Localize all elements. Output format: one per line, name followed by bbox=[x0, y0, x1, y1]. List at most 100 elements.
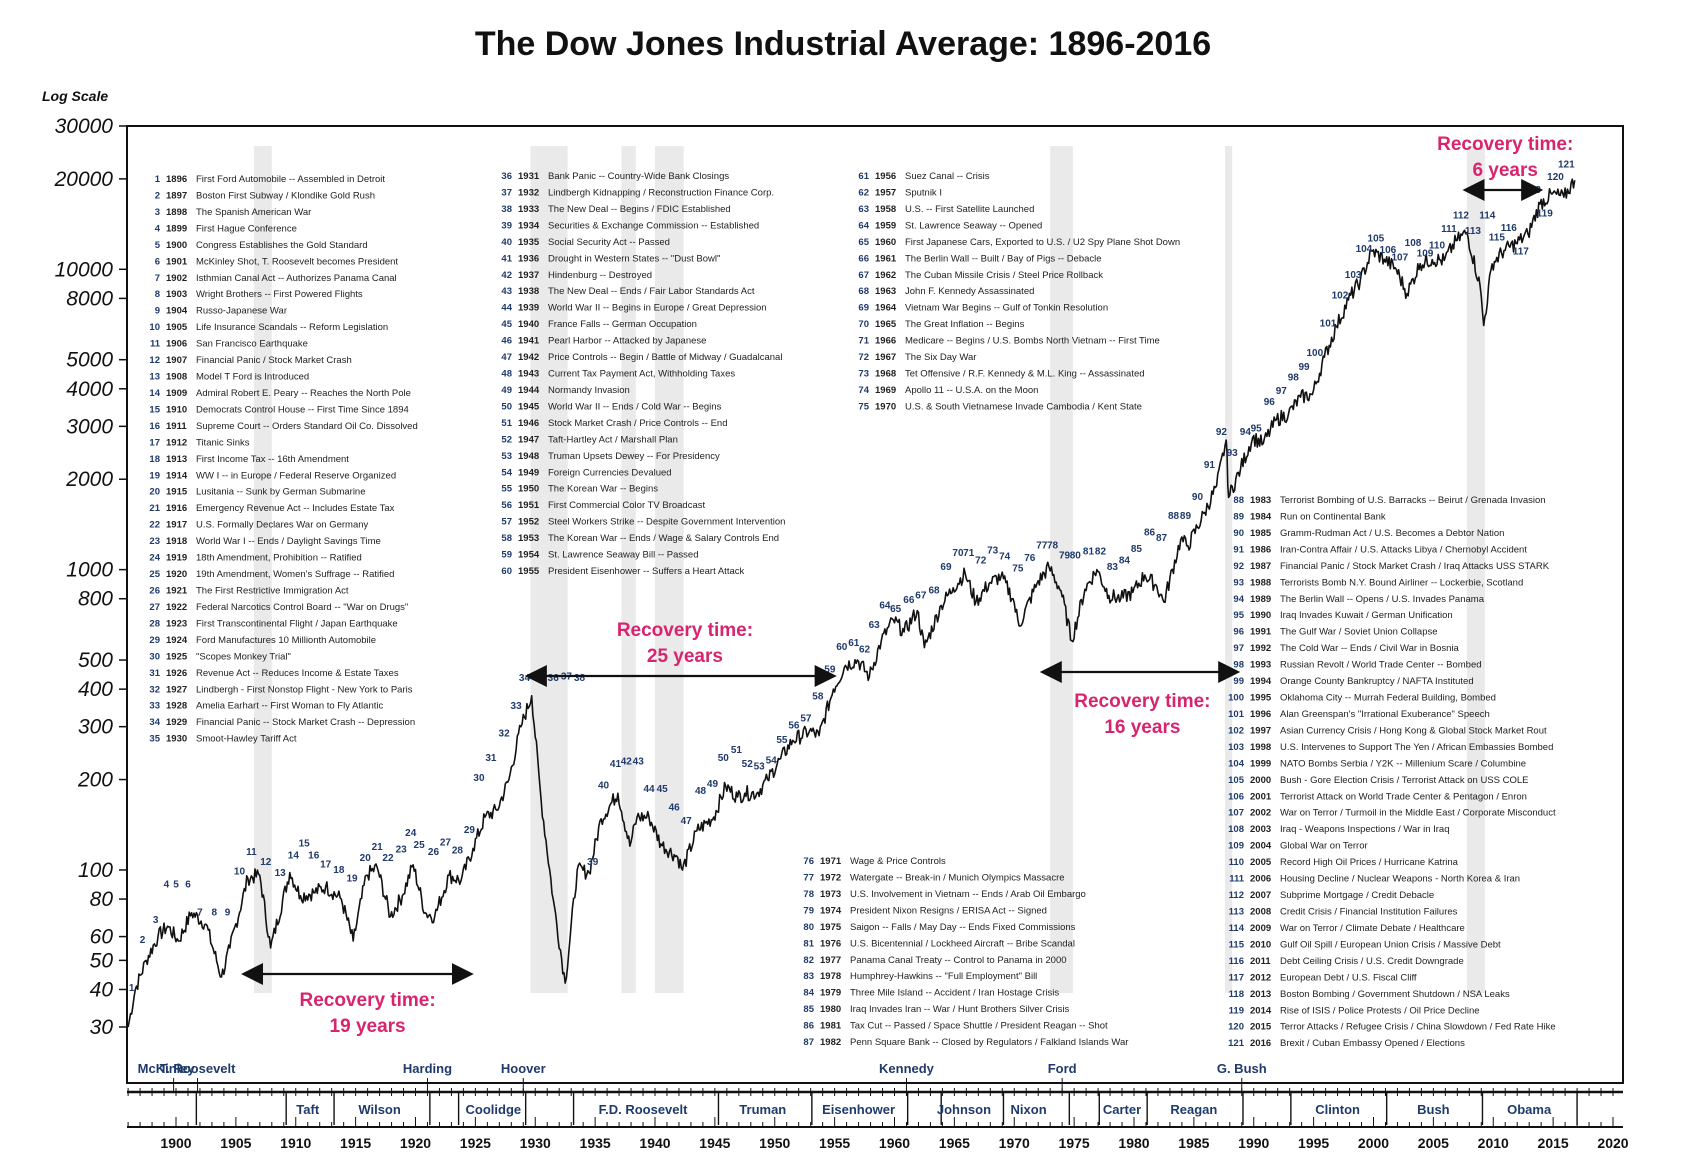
event-point-label: 92 bbox=[1216, 427, 1228, 438]
event-text: Normandy Invasion bbox=[548, 385, 630, 396]
president-label: Clinton bbox=[1315, 1102, 1360, 1117]
event-point-label: 28 bbox=[452, 846, 464, 857]
x-tick-label: 1935 bbox=[580, 1135, 611, 1151]
event-text: Price Controls -- Begin / Battle of Midw… bbox=[548, 352, 782, 363]
y-tick-label: 1000 bbox=[66, 559, 113, 582]
event-year: 1896 bbox=[166, 174, 187, 185]
event-year: 2001 bbox=[1250, 791, 1272, 802]
event-number: 112 bbox=[1229, 890, 1244, 901]
event-number: 103 bbox=[1228, 742, 1244, 753]
event-point-label: 46 bbox=[669, 802, 681, 813]
event-text: Gramm-Rudman Act / U.S. Becomes a Debtor… bbox=[1280, 528, 1504, 539]
event-text: Penn Square Bank -- Closed by Regulators… bbox=[850, 1037, 1128, 1048]
event-year: 1939 bbox=[518, 303, 539, 314]
event-year: 2005 bbox=[1250, 857, 1272, 868]
event-point-label: 19 bbox=[346, 874, 358, 885]
event-number: 34 bbox=[149, 717, 160, 728]
x-tick-label: 1965 bbox=[939, 1135, 970, 1151]
x-tick-label: 2000 bbox=[1358, 1135, 1389, 1151]
event-year: 1899 bbox=[166, 223, 187, 234]
event-year: 1933 bbox=[518, 204, 539, 215]
event-text: St. Lawrence Seaway Bill -- Passed bbox=[548, 550, 698, 561]
event-number: 111 bbox=[1229, 874, 1245, 885]
event-number: 38 bbox=[501, 204, 512, 215]
event-year: 1982 bbox=[820, 1037, 841, 1048]
event-number: 45 bbox=[501, 319, 512, 330]
event-year: 1907 bbox=[166, 355, 187, 366]
chart-title: The Dow Jones Industrial Average: 1896-2… bbox=[475, 25, 1211, 63]
event-point-label: 1 bbox=[129, 983, 135, 994]
event-text: Model T Ford is Introduced bbox=[196, 372, 309, 383]
event-number: 105 bbox=[1228, 775, 1245, 786]
event-year: 1970 bbox=[875, 401, 896, 412]
event-text: Bank Panic -- Country-Wide Bank Closings bbox=[548, 171, 729, 182]
event-number: 19 bbox=[149, 470, 160, 481]
x-tick-label: 1985 bbox=[1178, 1135, 1209, 1151]
event-point-label: 101 bbox=[1320, 319, 1337, 330]
event-number: 92 bbox=[1233, 561, 1244, 572]
event-text: Emergency Revenue Act -- Includes Estate… bbox=[196, 503, 395, 514]
event-number: 84 bbox=[803, 988, 814, 999]
event-text: Boston First Subway / Klondike Gold Rush bbox=[196, 190, 375, 201]
event-point-label: 41 bbox=[610, 759, 622, 770]
event-text: The Great Inflation -- Begins bbox=[905, 319, 1025, 330]
event-year: 2010 bbox=[1250, 939, 1271, 950]
y-tick-label: 4000 bbox=[66, 378, 113, 401]
event-text: Securities & Exchange Commission -- Esta… bbox=[548, 220, 759, 231]
event-text: Three Mile Island -- Accident / Iran Hos… bbox=[850, 988, 1059, 999]
event-number: 12 bbox=[149, 355, 160, 366]
event-number: 82 bbox=[803, 955, 814, 966]
event-number: 87 bbox=[803, 1037, 814, 1048]
event-year: 2015 bbox=[1250, 1022, 1272, 1033]
event-number: 35 bbox=[149, 734, 160, 745]
event-number: 63 bbox=[858, 204, 869, 215]
event-text: U.S. -- First Satellite Launched bbox=[905, 204, 1034, 215]
event-text: Saigon -- Falls / May Day -- Ends Fixed … bbox=[850, 922, 1076, 933]
event-year: 1973 bbox=[820, 889, 841, 900]
x-tick-label: 1945 bbox=[699, 1135, 730, 1151]
event-year: 1923 bbox=[166, 618, 187, 629]
event-point-label: 94 bbox=[1240, 427, 1252, 438]
event-text: Terrorists Bomb N.Y. Bound Airliner -- L… bbox=[1280, 577, 1523, 588]
event-text: Wage & Price Controls bbox=[850, 856, 946, 867]
event-text: U.S. Bicentennial / Lockheed Aircraft --… bbox=[850, 938, 1075, 949]
event-point-label: 6 bbox=[185, 880, 191, 891]
event-point-label: 45 bbox=[657, 784, 669, 795]
event-number: 66 bbox=[858, 253, 869, 264]
shade-band bbox=[621, 146, 636, 993]
event-number: 2 bbox=[155, 190, 160, 201]
event-number: 55 bbox=[501, 484, 512, 495]
event-number: 116 bbox=[1229, 956, 1244, 967]
event-number: 41 bbox=[501, 253, 512, 264]
event-number: 73 bbox=[858, 369, 869, 380]
event-point-label: 109 bbox=[1417, 249, 1434, 260]
x-tick-label: 1930 bbox=[520, 1135, 551, 1151]
event-number: 65 bbox=[858, 237, 869, 248]
y-tick-label: 8000 bbox=[66, 287, 113, 310]
event-number: 64 bbox=[858, 220, 869, 231]
event-text: Steel Workers Strike -- Despite Governme… bbox=[548, 517, 785, 528]
event-point-label: 113 bbox=[1465, 226, 1482, 237]
plot-frame bbox=[126, 125, 1624, 1084]
y-tick-label: 100 bbox=[78, 859, 113, 882]
event-point-label: 42 bbox=[621, 757, 633, 768]
event-year: 1996 bbox=[1250, 709, 1271, 720]
event-point-label: 22 bbox=[382, 853, 394, 864]
president-label: G. Bush bbox=[1217, 1061, 1267, 1076]
event-year: 1915 bbox=[166, 487, 188, 498]
event-point-label: 80 bbox=[1070, 550, 1082, 561]
event-text: Pearl Harbor -- Attacked by Japanese bbox=[548, 336, 706, 347]
event-year: 1913 bbox=[166, 454, 187, 465]
event-number: 99 bbox=[1233, 676, 1244, 687]
shade-band bbox=[1050, 146, 1073, 993]
event-year: 1981 bbox=[820, 1021, 842, 1032]
event-point-label: 26 bbox=[428, 847, 440, 858]
event-point-label: 88 bbox=[1168, 511, 1180, 522]
event-point-label: 25 bbox=[414, 840, 426, 851]
event-point-label: 14 bbox=[288, 851, 300, 862]
event-number: 120 bbox=[1228, 1022, 1244, 1033]
event-text: Orange County Bankruptcy / NAFTA Institu… bbox=[1280, 676, 1474, 687]
event-number: 77 bbox=[803, 872, 814, 883]
event-point-label: 57 bbox=[800, 714, 812, 725]
